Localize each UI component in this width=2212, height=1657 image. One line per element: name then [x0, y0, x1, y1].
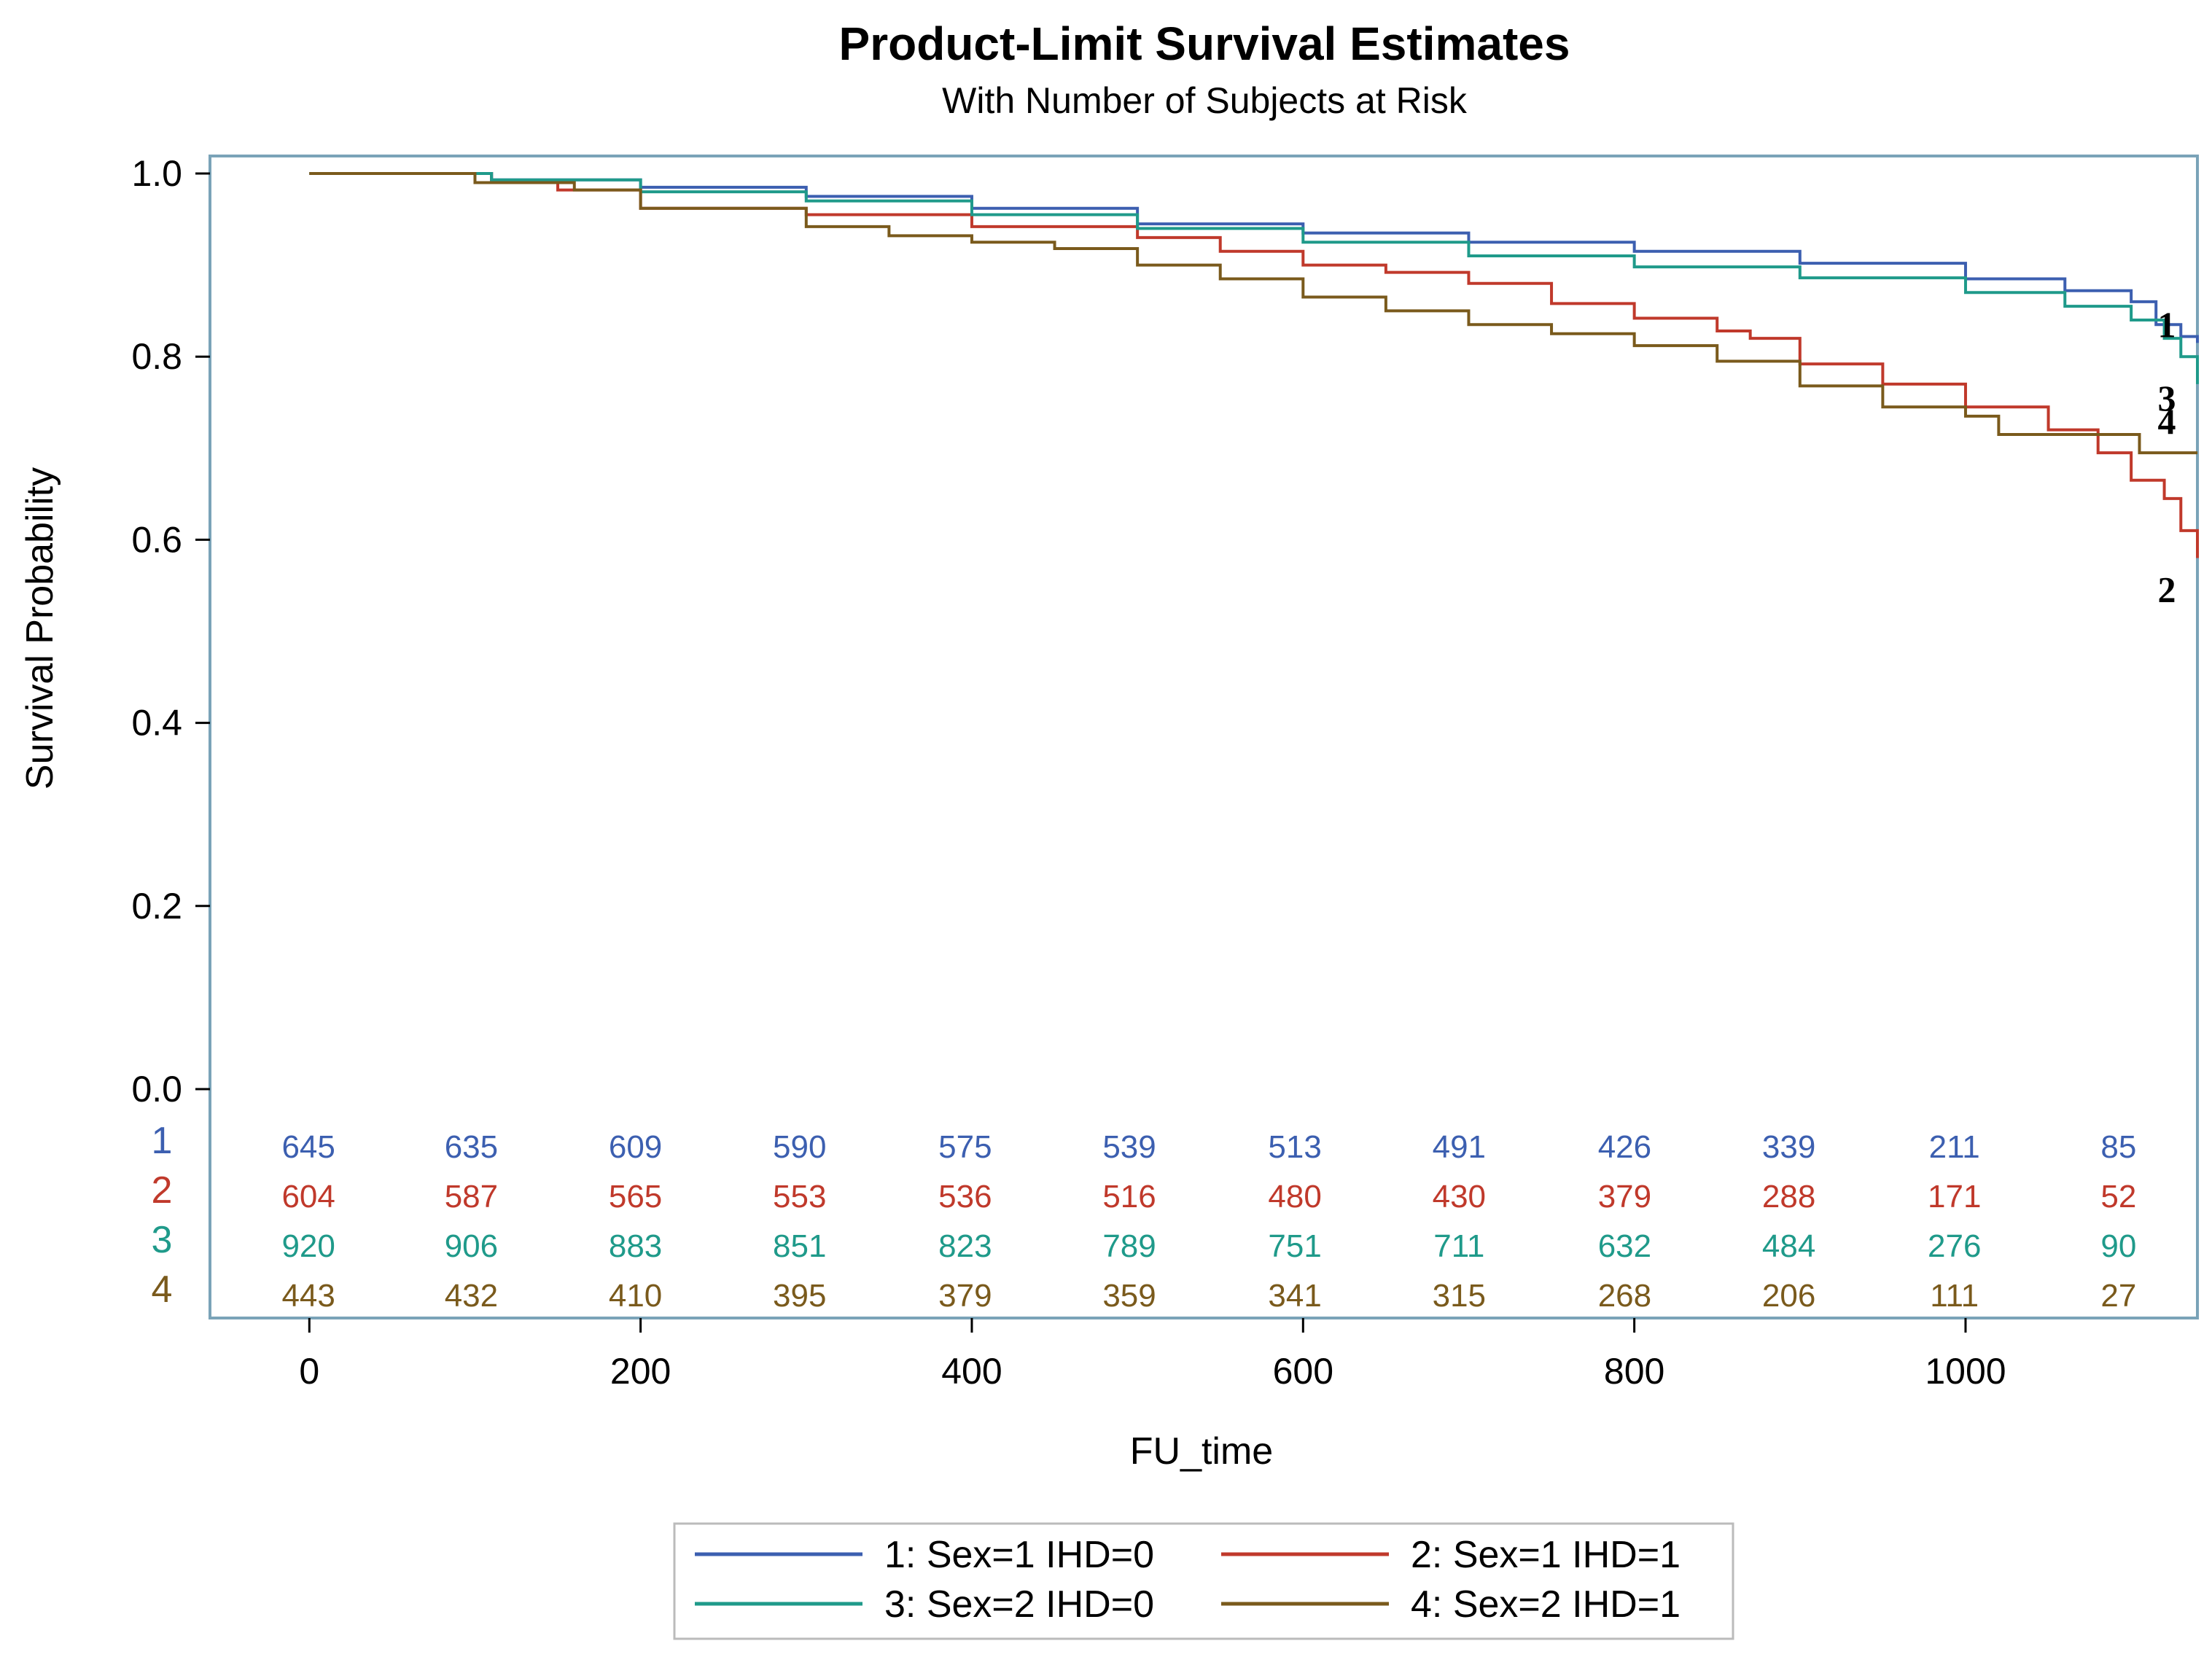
at-risk-value: 587: [445, 1179, 498, 1215]
series-line-2: [309, 172, 2199, 558]
at-risk-value: 516: [1102, 1179, 1156, 1215]
at-risk-value: 315: [1433, 1278, 1486, 1314]
at-risk-group-label: 1: [152, 1120, 173, 1162]
at-risk-value: 590: [773, 1129, 826, 1165]
at-risk-group-label: 4: [152, 1268, 173, 1311]
chart-title: Product-Limit Survival Estimates: [839, 17, 1570, 70]
series-line-3: [309, 172, 2199, 384]
at-risk-value: 645: [281, 1129, 335, 1165]
at-risk-value: 604: [281, 1179, 335, 1215]
at-risk-value: 206: [1762, 1278, 1815, 1314]
at-risk-group-label: 3: [152, 1219, 173, 1261]
at-risk-value: 90: [2100, 1228, 2136, 1264]
at-risk-value: 632: [1598, 1228, 1651, 1264]
legend-label-2: 2: Sex=1 IHD=1: [1411, 1534, 1681, 1576]
at-risk-value: 491: [1433, 1129, 1486, 1165]
at-risk-value: 432: [445, 1278, 498, 1314]
y-tick-label: 0.8: [131, 336, 182, 377]
at-risk-value: 789: [1102, 1228, 1156, 1264]
at-risk-value: 27: [2100, 1278, 2136, 1314]
at-risk-group-label: 2: [152, 1169, 173, 1212]
at-risk-value: 379: [1598, 1179, 1651, 1215]
at-risk-value: 395: [773, 1278, 826, 1314]
at-risk-value: 443: [281, 1278, 335, 1314]
x-tick-label: 1000: [1925, 1351, 2006, 1392]
series-end-label-4: 4: [2158, 401, 2176, 442]
legend-label-1: 1: Sex=1 IHD=0: [884, 1534, 1154, 1576]
at-risk-value: 211: [1929, 1129, 1980, 1165]
y-axis: 0.0 0.2 0.4 0.6 0.8 1.0: [131, 153, 210, 1110]
y-tick-label: 0.0: [131, 1069, 182, 1110]
at-risk-value: 288: [1762, 1179, 1815, 1215]
y-tick-label: 0.6: [131, 519, 182, 560]
at-risk-value: 906: [445, 1228, 498, 1264]
end-labels: 1 2 34: [2158, 304, 2176, 609]
legend-box: [673, 1522, 1734, 1640]
at-risk-value: 276: [1928, 1228, 1981, 1264]
at-risk-value: 575: [938, 1129, 992, 1165]
at-risk-value: 268: [1598, 1278, 1651, 1314]
at-risk-value: 513: [1268, 1129, 1321, 1165]
x-tick-label: 400: [941, 1351, 1002, 1392]
at-risk-value: 920: [281, 1228, 335, 1264]
at-risk-value: 430: [1433, 1179, 1486, 1215]
at-risk-value: 635: [445, 1129, 498, 1165]
x-tick-label: 800: [1604, 1351, 1664, 1392]
at-risk-value: 341: [1268, 1278, 1321, 1314]
series-end-label-2: 2: [2158, 569, 2176, 610]
at-risk-value: 52: [2100, 1179, 2136, 1215]
at-risk-value: 751: [1268, 1228, 1321, 1264]
x-axis-label: FU_time: [1130, 1430, 1273, 1473]
x-axis: 0 200 400 600 800 1000: [299, 1318, 2006, 1392]
at-risk-value: 410: [609, 1278, 662, 1314]
at-risk-value: 609: [609, 1129, 662, 1165]
y-tick-label: 0.2: [131, 886, 182, 927]
at-risk-value: 553: [773, 1179, 826, 1215]
y-tick-label: 1.0: [131, 153, 182, 194]
at-risk-value: 379: [938, 1278, 992, 1314]
series-layer: [309, 172, 2199, 558]
series-end-label-1: 1: [2158, 304, 2176, 345]
at-risk-value: 711: [1433, 1228, 1484, 1264]
at-risk-value: 111: [1930, 1278, 1979, 1314]
at-risk-value: 539: [1102, 1129, 1156, 1165]
y-axis-label: Survival Probability: [19, 467, 61, 789]
legend: 1: Sex=1 IHD=0 2: Sex=1 IHD=1 3: Sex=2 IHD…: [673, 1522, 1734, 1640]
x-tick-label: 200: [610, 1351, 671, 1392]
at-risk-value: 484: [1762, 1228, 1815, 1264]
at-risk-table: 1 645 635 609 590 575 539 513 491 426 339 211 85 2 604…: [152, 1120, 2137, 1314]
series-end-label-3: 3: [2158, 378, 2176, 418]
legend-label-4: 4: Sex=2 IHD=1: [1411, 1583, 1681, 1626]
plot-frame: [209, 155, 2199, 1319]
y-tick-label: 0.4: [131, 703, 182, 744]
series-line-4: [309, 172, 2197, 455]
legend-label-3: 3: Sex=2 IHD=0: [884, 1583, 1154, 1626]
at-risk-value: 426: [1598, 1129, 1651, 1165]
x-tick-label: 0: [299, 1351, 319, 1392]
at-risk-value: 359: [1102, 1278, 1156, 1314]
at-risk-value: 565: [609, 1179, 662, 1215]
x-tick-label: 600: [1273, 1351, 1333, 1392]
at-risk-value: 823: [938, 1228, 992, 1264]
at-risk-value: 339: [1762, 1129, 1815, 1165]
at-risk-value: 851: [773, 1228, 826, 1264]
at-risk-value: 85: [2100, 1129, 2136, 1165]
chart-subtitle: With Number of Subjects at Risk: [942, 80, 1468, 121]
series-line-1: [309, 172, 2199, 343]
at-risk-value: 536: [938, 1179, 992, 1215]
at-risk-value: 171: [1928, 1179, 1981, 1215]
at-risk-value: 883: [609, 1228, 662, 1264]
at-risk-value: 480: [1268, 1179, 1321, 1215]
